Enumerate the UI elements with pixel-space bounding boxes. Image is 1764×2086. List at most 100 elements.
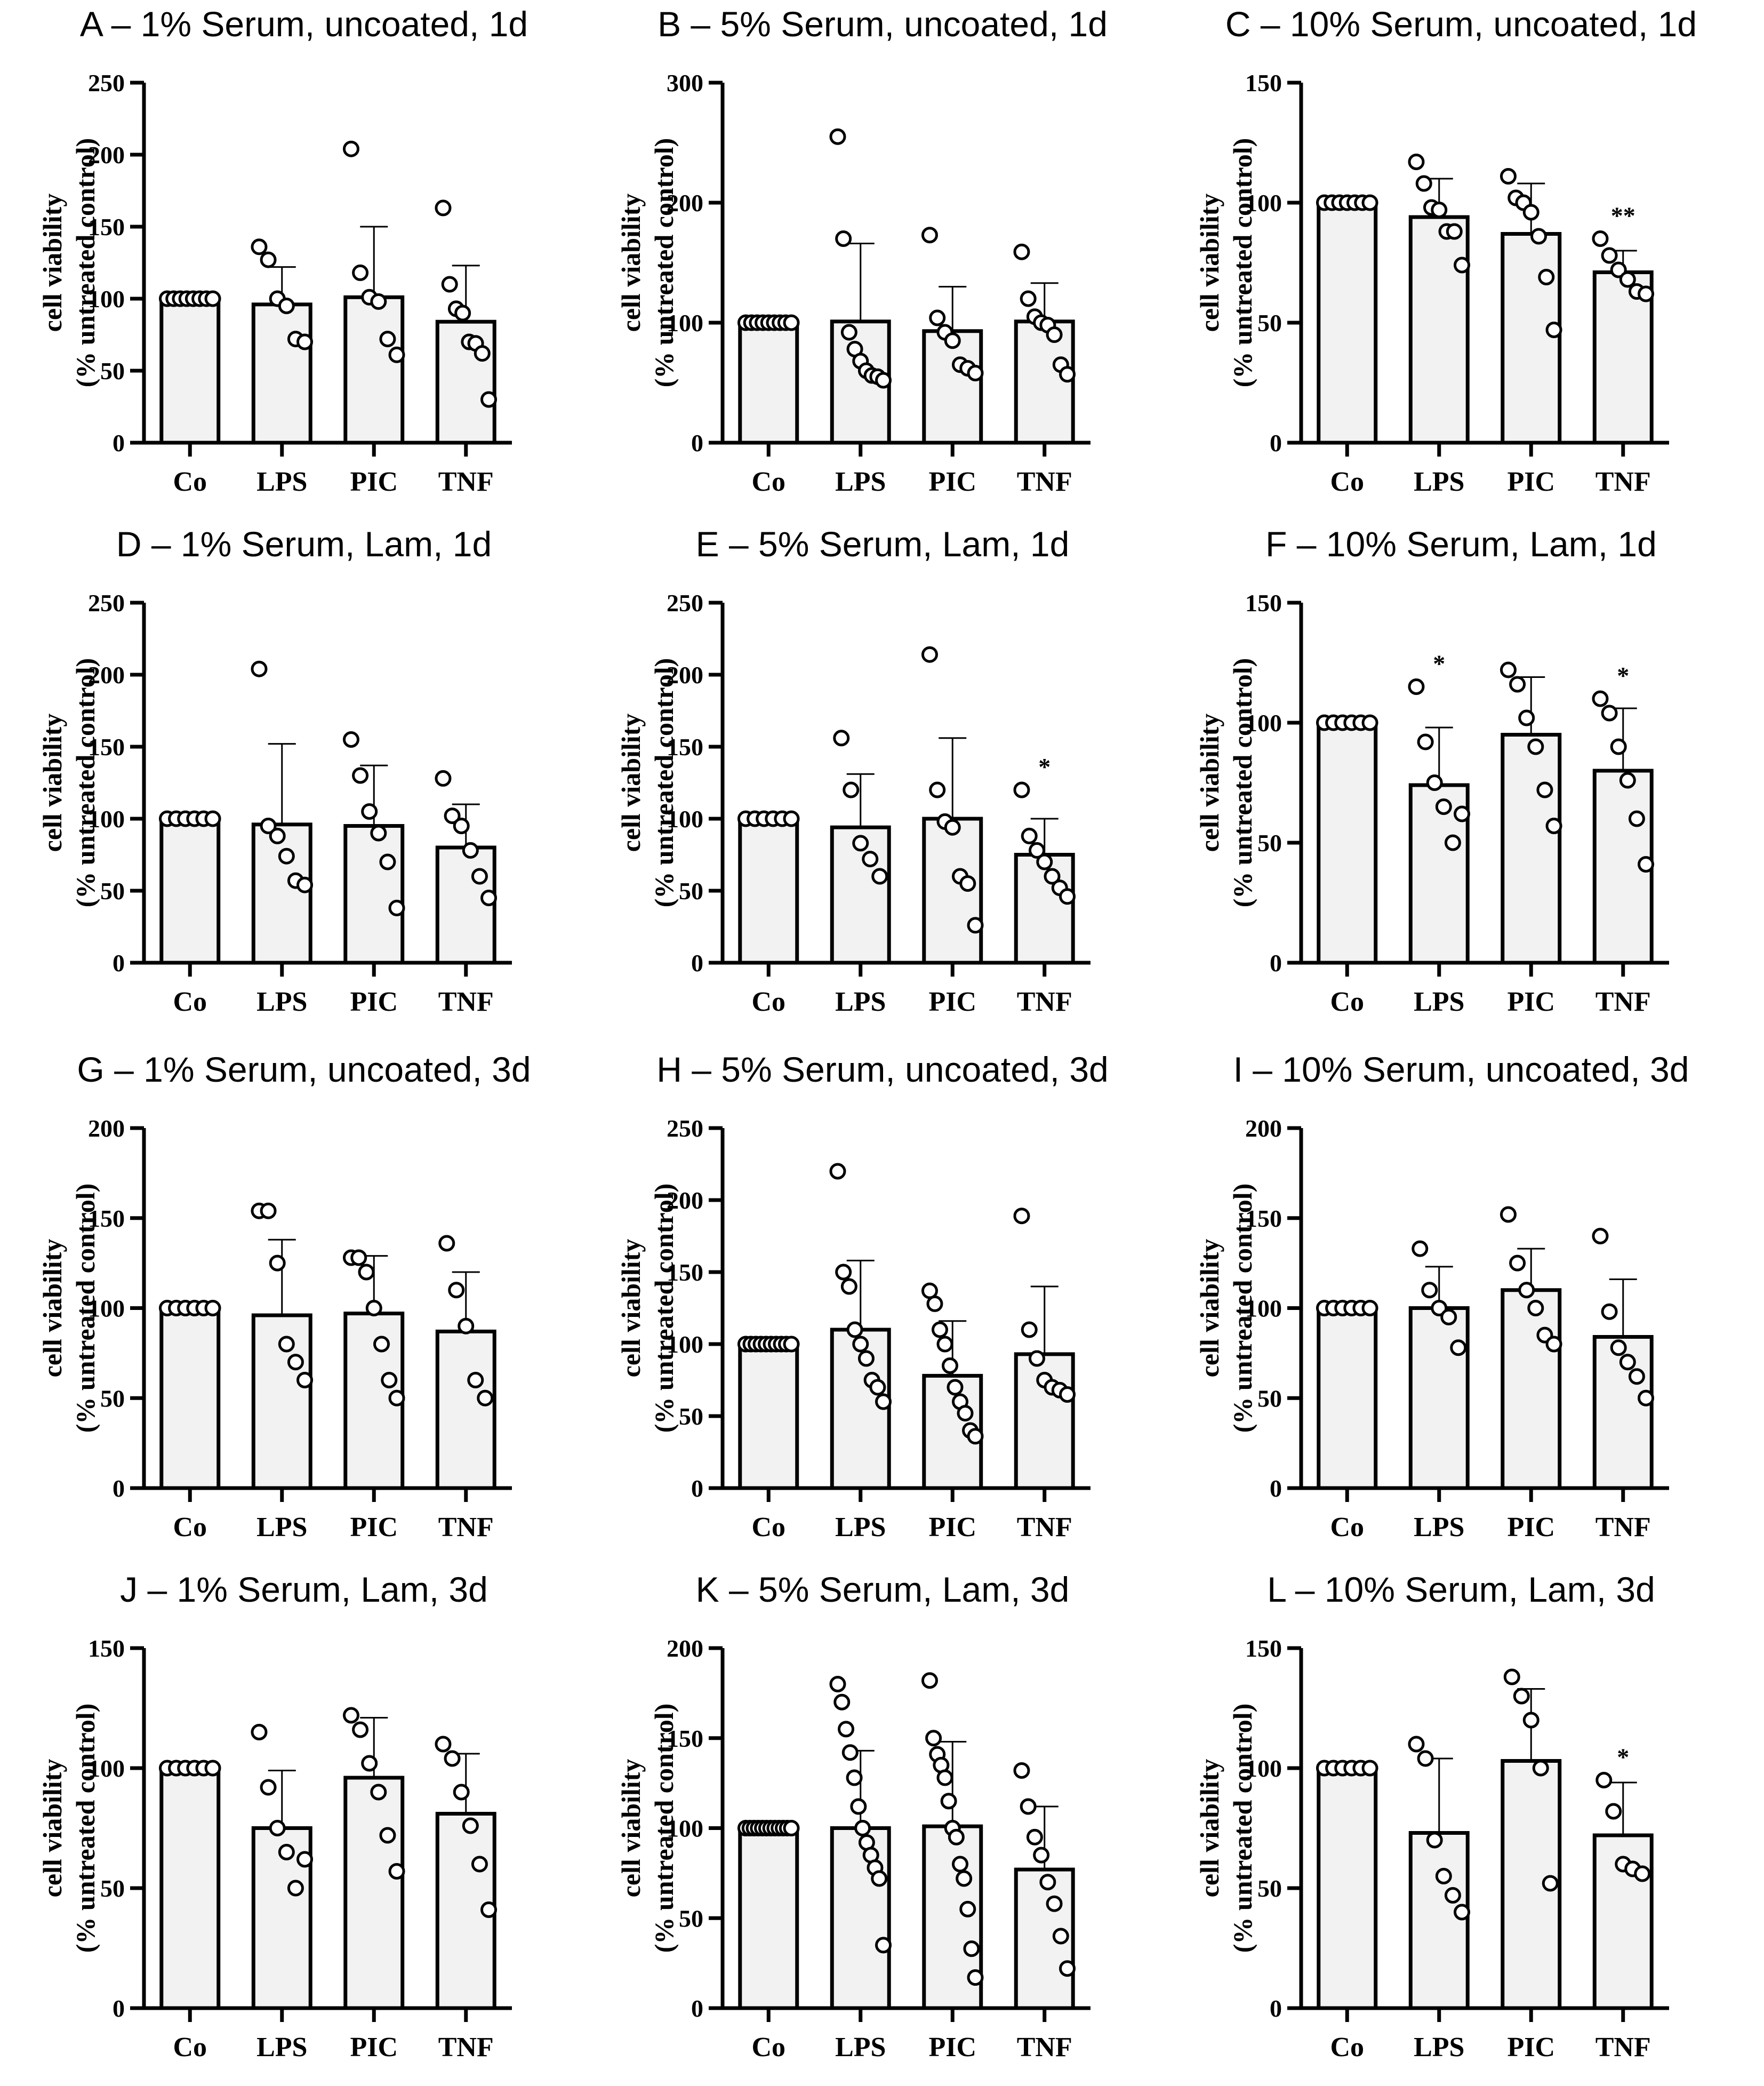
data-point xyxy=(875,1393,892,1410)
data-point xyxy=(1619,772,1636,789)
bar-chart: cell viability (% untreated control) 0 50 10… xyxy=(37,589,512,1017)
data-point xyxy=(370,1784,387,1801)
significance-marker: * xyxy=(1617,1744,1629,1771)
data-point xyxy=(454,305,471,322)
data-point xyxy=(1059,1960,1076,1977)
data-point xyxy=(1408,154,1425,170)
data-point xyxy=(921,227,938,244)
data-point xyxy=(379,1827,396,1844)
x-tick-label: TNF xyxy=(1017,467,1072,497)
data-point xyxy=(829,1676,846,1692)
data-point xyxy=(1444,834,1461,851)
data-point xyxy=(438,1235,455,1252)
data-point xyxy=(1634,1865,1651,1882)
y-tick-label: 150 xyxy=(88,1205,125,1232)
data-point xyxy=(352,767,369,784)
y-axis-label-line1: cell viability xyxy=(616,1759,646,1898)
data-point xyxy=(1446,223,1463,240)
bar-chart: cell viability (% untreated control) 0 50 10… xyxy=(37,1115,512,1542)
data-point xyxy=(783,314,800,331)
x-tick-label: PIC xyxy=(1507,2032,1555,2063)
data-point xyxy=(1361,714,1378,731)
y-tick-label: 200 xyxy=(667,1187,703,1214)
data-point xyxy=(1592,230,1609,247)
data-point xyxy=(480,1901,498,1918)
bar-chart: cell viability (% untreated control) * 0 50 1… xyxy=(616,589,1091,1017)
data-point xyxy=(1426,1832,1443,1849)
data-point xyxy=(936,1769,953,1786)
y-tick-label: 150 xyxy=(88,733,125,761)
panel-d: D – 1% Serum, Lam, 1d cell viability (% un… xyxy=(11,520,597,1032)
x-tick-label: PIC xyxy=(928,987,976,1017)
y-tick-label: 50 xyxy=(100,1385,125,1412)
data-point xyxy=(921,646,938,663)
x-tick-label: LPS xyxy=(1414,1512,1464,1542)
data-point xyxy=(388,1863,405,1880)
panel-l: L – 10% Serum, Lam, 3d cell viability (% u… xyxy=(1168,1565,1754,2077)
data-point xyxy=(833,1693,851,1711)
panel-e: E – 5% Serum, Lam, 1d cell viability (% un… xyxy=(589,520,1176,1032)
data-point xyxy=(1500,168,1517,185)
panel-title: F – 10% Serum, Lam, 1d xyxy=(1265,524,1657,564)
y-tick-label: 50 xyxy=(100,877,125,905)
x-tick-label: LPS xyxy=(256,1512,307,1542)
y-tick-label: 50 xyxy=(100,357,125,385)
bar-co xyxy=(159,817,221,965)
data-point xyxy=(352,1721,369,1738)
y-tick-label: 100 xyxy=(88,285,125,313)
data-point xyxy=(474,345,491,362)
data-point xyxy=(1417,1750,1434,1767)
y-tick-label: 0 xyxy=(1270,1475,1282,1502)
data-point xyxy=(269,1820,286,1836)
y-tick-label: 150 xyxy=(667,1259,703,1286)
y-axis-label-line1: cell viability xyxy=(37,194,67,332)
x-tick-label: PIC xyxy=(928,2032,976,2063)
panel-title: H – 5% Serum, uncoated, 3d xyxy=(656,1050,1109,1089)
data-point xyxy=(251,238,268,255)
x-tick-label: TNF xyxy=(438,987,494,1017)
y-axis-label: cell viability (% untreated control) xyxy=(1194,138,1257,388)
data-point xyxy=(967,917,984,934)
y-tick-label: 50 xyxy=(100,1875,125,1902)
bar-chart: cell viability (% untreated control) 0 50 10… xyxy=(616,1115,1091,1542)
data-point xyxy=(441,276,458,293)
y-tick-label: 250 xyxy=(88,69,125,97)
y-axis-label-line1: cell viability xyxy=(37,1759,67,1898)
bar-pic xyxy=(343,824,405,965)
x-tick-label: PIC xyxy=(1507,467,1555,497)
y-axis-label: cell viability (% untreated control) xyxy=(616,1704,679,1953)
data-point xyxy=(1522,204,1540,221)
data-point xyxy=(967,1428,984,1445)
y-tick-label: 50 xyxy=(1257,1875,1282,1902)
x-tick-label: LPS xyxy=(835,467,886,497)
y-tick-label: 50 xyxy=(1257,1385,1282,1412)
y-tick-label: 100 xyxy=(667,805,703,833)
bar-co xyxy=(738,1342,799,1490)
y-axis-label: cell viability (% untreated control) xyxy=(1194,1184,1257,1433)
panel-b: B – 5% Serum, uncoated, 1d cell viability… xyxy=(589,0,1176,512)
y-tick-label: 0 xyxy=(1270,949,1282,977)
data-point xyxy=(471,1856,488,1873)
data-point xyxy=(1408,678,1425,695)
data-point xyxy=(296,1851,314,1868)
panel-a: A – 1% Serum, uncoated, 1d cell viability… xyxy=(11,0,597,512)
data-point xyxy=(435,199,452,217)
y-tick-label: 200 xyxy=(667,1635,703,1662)
y-axis-label-line1: cell viability xyxy=(1194,194,1224,332)
y-tick-label: 100 xyxy=(667,1815,703,1842)
data-point xyxy=(204,1300,221,1316)
data-point xyxy=(948,1828,965,1845)
data-point xyxy=(869,1379,886,1396)
x-tick-label: PIC xyxy=(928,467,976,497)
data-point xyxy=(838,1721,855,1738)
bar-chart: cell viability(% untreated control) ** 0 50… xyxy=(1194,69,1669,497)
bar-co xyxy=(1317,721,1378,965)
data-point xyxy=(959,1900,976,1917)
data-point xyxy=(929,781,946,798)
y-tick-label: 250 xyxy=(667,589,703,617)
bar-co xyxy=(738,817,799,965)
y-tick-label: 100 xyxy=(1245,189,1282,217)
data-point xyxy=(373,1336,390,1353)
data-point xyxy=(379,853,396,870)
data-point xyxy=(1020,1798,1037,1815)
